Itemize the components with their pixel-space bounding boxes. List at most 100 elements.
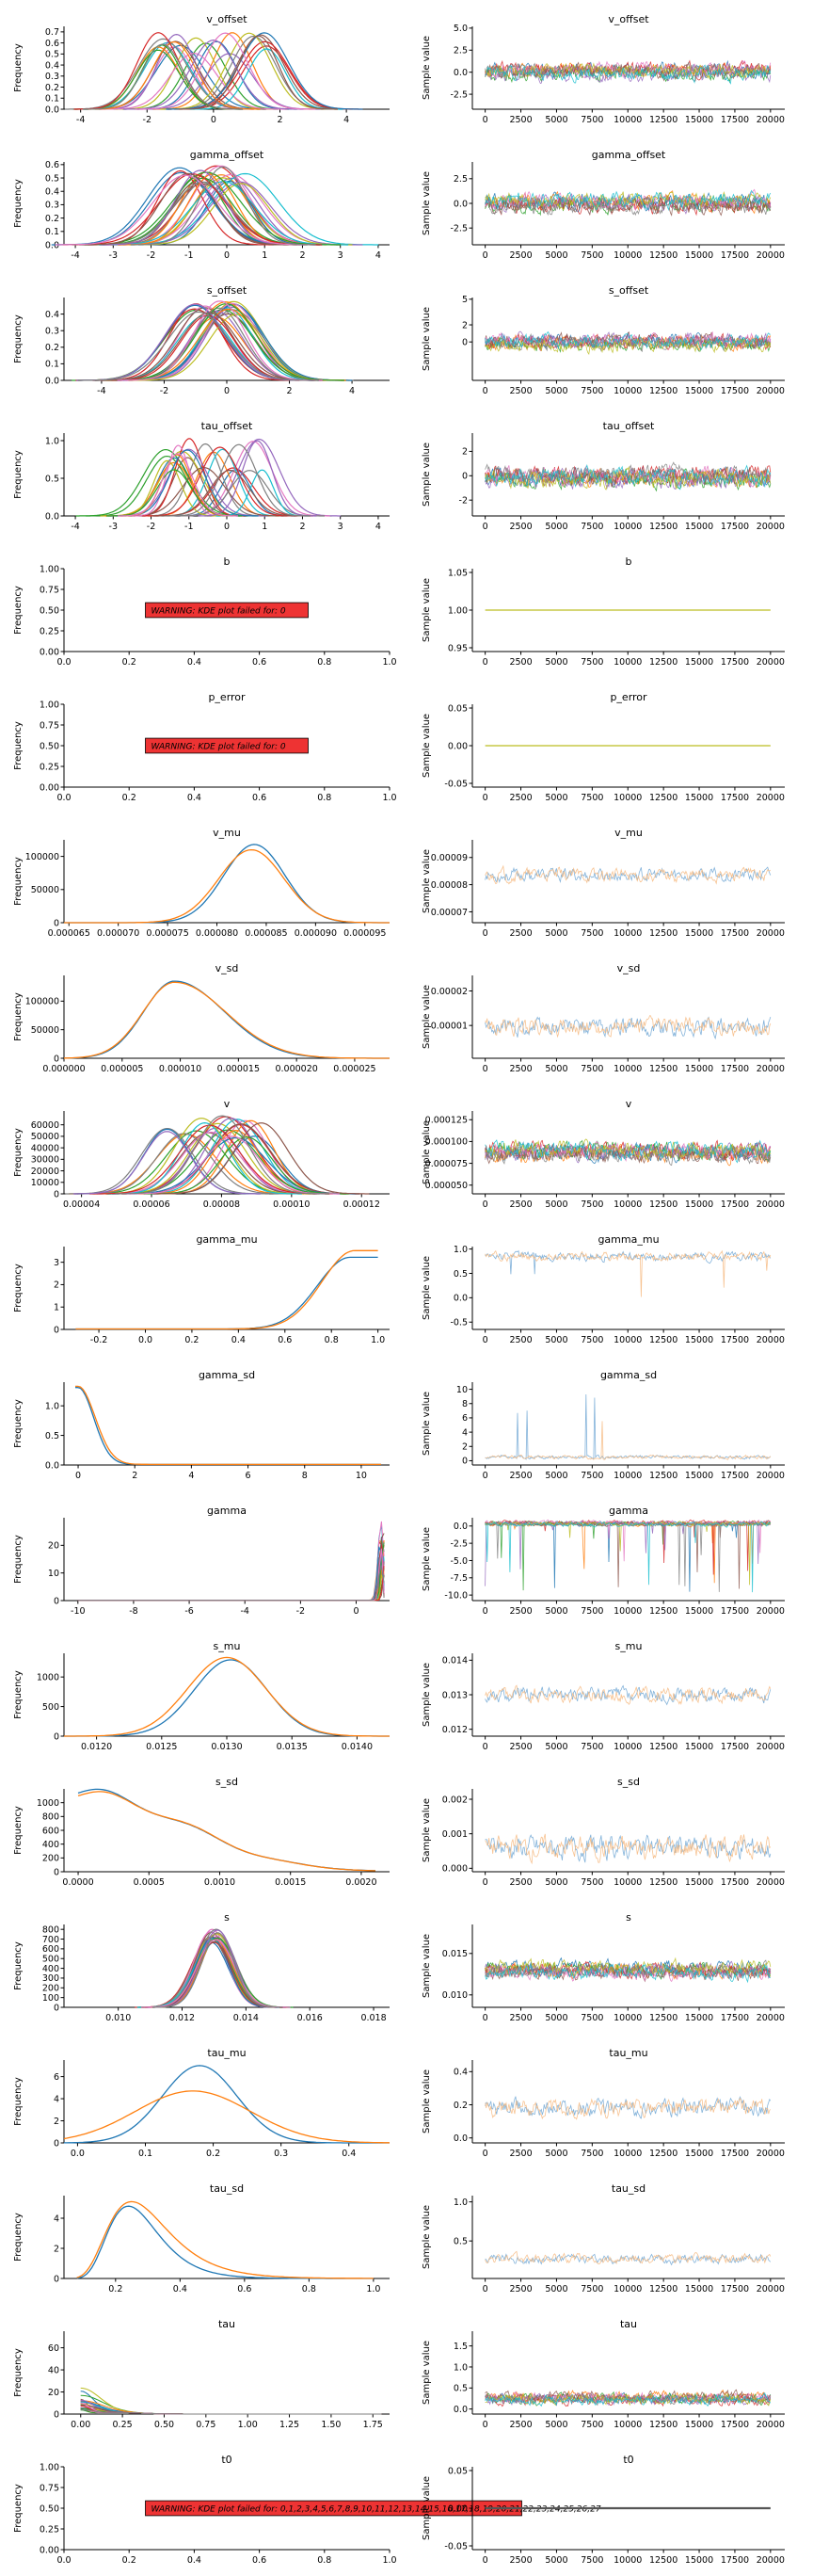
x-tick-label: 0.000075 <box>146 928 188 939</box>
kde-curve <box>77 1553 385 1602</box>
y-tick-label: -0.05 <box>444 2541 468 2552</box>
y-axis-label: Frequency <box>13 1806 24 1855</box>
x-tick-label: 0.000015 <box>217 1064 260 1074</box>
x-tick-label: 1.0 <box>382 657 396 668</box>
trace-panel-v_offset: 0 2500 5000 7500 10000 12500 15000 17500 20000 -2… <box>422 13 785 125</box>
y-axis-label: Sample value <box>422 307 432 371</box>
kde-curve <box>64 848 390 924</box>
trace-panel-gamma_sd: 0 2500 5000 7500 10000 12500 15000 17500 20000 0 2… <box>422 1369 785 1481</box>
y-tick-label: 100000 <box>25 852 59 862</box>
y-axis-label: Sample value <box>422 1392 432 1456</box>
y-tick-label: 0 <box>54 2138 59 2149</box>
kde-curve <box>77 1521 385 1602</box>
x-tick-label: 0 <box>483 928 488 939</box>
y-axis-label: Sample value <box>422 443 432 507</box>
trace-line <box>485 2392 772 2407</box>
trace-line <box>485 1138 772 1161</box>
kde-panel-gamma_mu: -0.2 0.0 0.2 0.4 0.6 0.8 1.0 0 1 2 3 gamma_mu Freque… <box>13 1233 390 1345</box>
trace-line <box>485 1520 772 1586</box>
x-tick-label: 0 <box>75 1471 81 1481</box>
y-tick-label: 1.5 <box>454 2342 468 2352</box>
y-tick-label: 300 <box>42 1973 59 1984</box>
x-tick-label: 5000 <box>545 522 567 532</box>
trace-line <box>485 1521 772 1593</box>
kde-curve <box>135 32 316 110</box>
y-tick-label: -2.5 <box>450 1538 468 1549</box>
x-tick-label: 20000 <box>757 2149 785 2159</box>
kde-curve <box>75 1387 381 1466</box>
kde-curve <box>142 1939 288 2008</box>
x-tick-label: 7500 <box>581 1742 603 1752</box>
x-tick-label: 10000 <box>614 1064 642 1074</box>
y-tick-label: 0.1 <box>45 227 59 237</box>
kde-panel-v_mu: 0.000065 0.000070 0.000075 0.000080 0.000085… <box>13 827 390 939</box>
x-tick-label: 7500 <box>581 2284 603 2294</box>
kde-curve <box>77 1568 385 1602</box>
x-tick-label: 17500 <box>721 2013 749 2023</box>
x-tick-label: 4 <box>375 522 381 532</box>
kde-warning-text: WARNING: KDE plot failed for: 0 <box>151 607 286 617</box>
x-tick-label: 5000 <box>545 115 567 125</box>
y-tick-label: 0.25 <box>40 2524 59 2535</box>
x-tick-label: 0.000005 <box>101 1064 143 1074</box>
y-axis-label: Sample value <box>422 2341 432 2405</box>
trace-line <box>485 1521 772 1584</box>
y-tick-label: 0.00 <box>40 647 59 657</box>
kde-curve <box>77 1540 385 1602</box>
x-tick-label: 0.0 <box>56 2555 71 2566</box>
x-tick-label: 12500 <box>649 250 678 261</box>
kde-curve <box>152 1122 370 1195</box>
y-tick-label: 50000 <box>31 1025 59 1036</box>
subplot-title: b <box>224 555 231 568</box>
trace-line <box>485 1015 772 1038</box>
kde-curve <box>77 1566 385 1602</box>
kde-curve <box>75 1256 378 1330</box>
x-tick-label: -4 <box>71 522 79 532</box>
y-tick-label: 1.0 <box>454 2362 468 2373</box>
x-tick-label: 1.0 <box>382 2555 396 2566</box>
kde-curve <box>77 1524 385 1602</box>
x-tick-label: 0.4 <box>187 2555 201 2566</box>
y-tick-label: 6 <box>462 1413 468 1424</box>
x-tick-label: 17500 <box>721 1877 749 1888</box>
trace-line <box>485 464 772 491</box>
y-axis-label: Frequency <box>13 2077 24 2126</box>
x-tick-label: 17500 <box>721 115 749 125</box>
x-tick-label: 1 <box>262 250 267 261</box>
kde-panel-s: 0.010 0.012 0.014 0.016 0.018 010020030040050… <box>13 1911 390 2023</box>
y-tick-label: 1.05 <box>448 568 468 578</box>
x-tick-label: -1 <box>184 522 193 532</box>
y-tick-label: 0.0 <box>45 105 59 115</box>
x-tick-label: 15000 <box>685 793 713 803</box>
y-tick-label: 3 <box>54 1258 59 1268</box>
x-tick-label: 0.016 <box>297 2013 323 2023</box>
x-tick-label: 17500 <box>721 2555 749 2566</box>
x-tick-label: 5000 <box>545 1335 567 1345</box>
x-tick-label: 7500 <box>581 1199 603 1210</box>
x-tick-label: 7500 <box>581 2555 603 2566</box>
subplot-title: v_mu <box>213 827 241 839</box>
y-tick-label: 0.000 <box>442 1864 468 1875</box>
y-tick-label: 0.00 <box>40 782 59 793</box>
y-tick-label: 1.00 <box>40 700 59 710</box>
y-tick-label: 5.0 <box>454 24 468 34</box>
x-tick-label: 2500 <box>509 657 532 668</box>
x-tick-label: 1.75 <box>363 2420 383 2430</box>
kde-curve <box>77 1541 385 1602</box>
subplot-title: tau_offset <box>603 420 655 432</box>
kde-curve <box>160 32 338 110</box>
x-tick-label: 0.2 <box>122 793 136 803</box>
x-tick-label: 7500 <box>581 1335 603 1345</box>
y-tick-label: 0.010 <box>442 1990 468 2001</box>
x-tick-label: 15000 <box>685 1335 713 1345</box>
x-tick-label: 17500 <box>721 1064 749 1074</box>
y-axis-label: Frequency <box>13 721 24 770</box>
x-tick-label: 4 <box>343 115 349 125</box>
x-tick-label: 12500 <box>649 2149 678 2159</box>
y-tick-label: 0.00002 <box>431 987 468 997</box>
y-axis-label: Frequency <box>13 857 24 906</box>
x-tick-label: 5000 <box>545 1606 567 1617</box>
kde-curve <box>76 303 314 381</box>
trace-panel-v: 0 2500 5000 7500 10000 12500 15000 17500 20000 0.… <box>422 1098 785 1210</box>
y-axis-label: Frequency <box>13 1264 24 1312</box>
